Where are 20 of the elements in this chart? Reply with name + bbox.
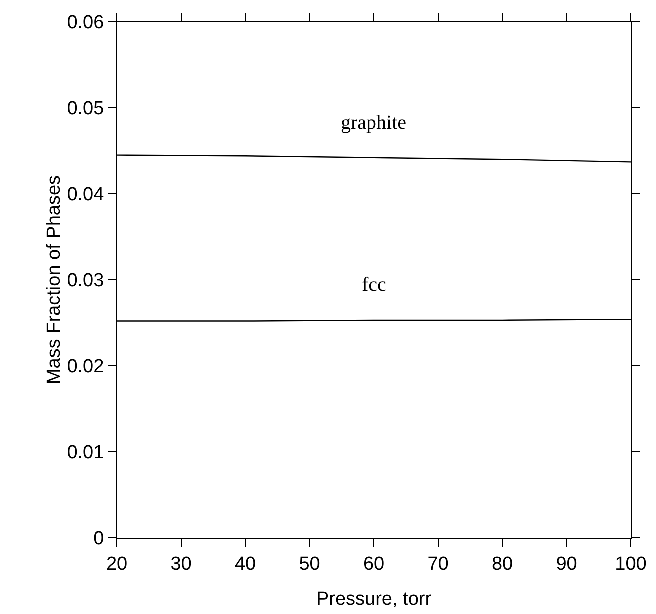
- x-tick-label: 20: [106, 554, 128, 575]
- series-label: graphite: [341, 112, 407, 134]
- x-tick-label: 30: [170, 554, 192, 575]
- x-tick-label: 70: [428, 554, 449, 575]
- series-label: fcc: [362, 274, 387, 296]
- y-tick-label: 0.01: [67, 442, 104, 464]
- y-tick-label: 0.03: [67, 270, 104, 292]
- x-tick-label: 50: [299, 554, 320, 575]
- y-axis-title: Mass Fraction of Phases: [44, 175, 66, 385]
- x-axis-title: Pressure, torr: [316, 589, 432, 610]
- y-tick-label: 0.05: [67, 98, 104, 120]
- y-tick-label: 0.06: [67, 12, 104, 34]
- x-tick-label: 60: [363, 554, 385, 575]
- y-tick-label: 0.04: [67, 184, 105, 206]
- y-tick-label: 0.02: [67, 356, 104, 378]
- x-tick-label: 80: [492, 554, 514, 575]
- y-tick-label: 0: [94, 528, 104, 550]
- x-tick-label: 90: [556, 554, 578, 575]
- x-tick-label: 40: [234, 554, 256, 575]
- x-tick-label: 100: [615, 554, 647, 575]
